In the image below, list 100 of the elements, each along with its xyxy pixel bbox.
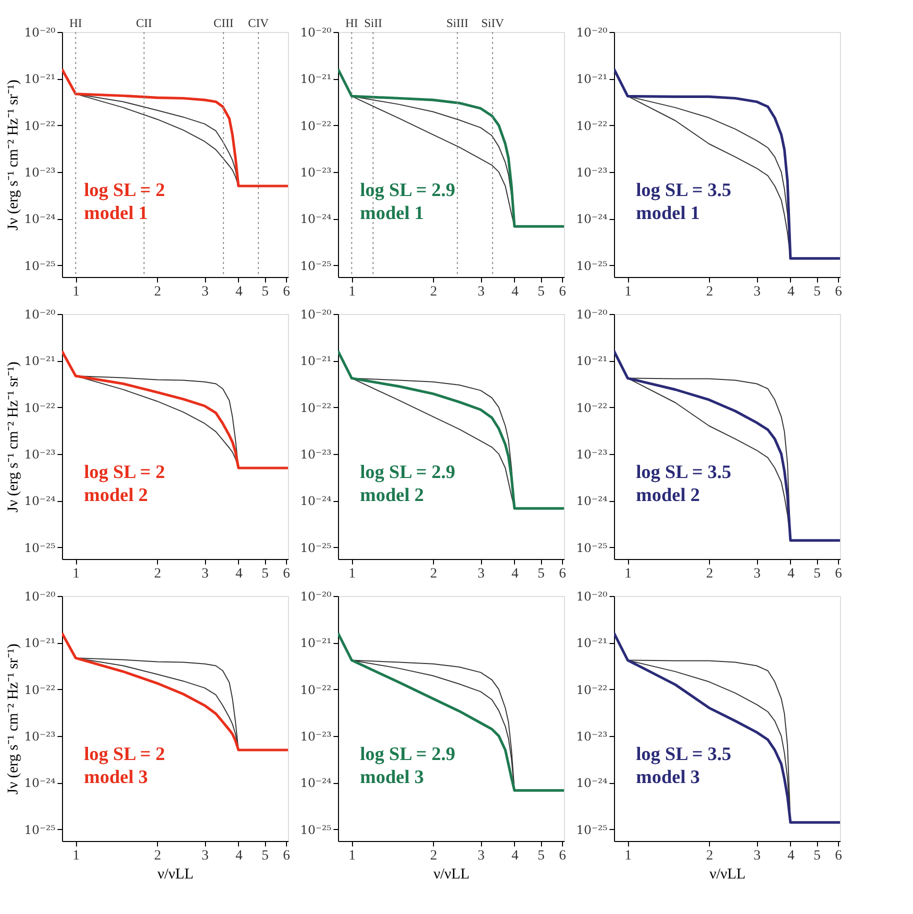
x-tick-label: 2 <box>154 848 162 864</box>
x-tick-label: 5 <box>262 566 269 582</box>
y-tick-label: 10⁻²⁰ <box>300 590 332 604</box>
y-tick-label: 10⁻²² <box>24 682 56 697</box>
y-tick-label: 10⁻²³ <box>576 729 608 744</box>
x-tick-label: 3 <box>202 848 209 864</box>
x-tick-label: 5 <box>538 284 545 300</box>
x-tick-label: 6 <box>835 848 842 864</box>
y-tick-label: 10⁻²⁵ <box>24 258 56 273</box>
annotation: log SL = 3.5 <box>636 180 732 201</box>
x-tick-label: 4 <box>511 284 518 300</box>
annotation: model 1 <box>636 203 700 224</box>
ref-line-label: CIV <box>248 16 270 30</box>
x-tick-label: 5 <box>814 284 821 300</box>
y-tick-label: 10⁻²³ <box>300 729 332 744</box>
x-tick-label: 1 <box>72 284 80 300</box>
y-tick-label: 10⁻²³ <box>24 729 56 744</box>
y-tick-label: 10⁻²⁵ <box>24 822 56 837</box>
y-tick-label: 10⁻²² <box>300 682 332 697</box>
ref-line-label: SiII <box>364 16 382 30</box>
y-tick-label: 10⁻²⁴ <box>576 212 608 226</box>
x-tick-label: 2 <box>430 284 438 300</box>
y-tick-label: 10⁻²² <box>576 400 608 415</box>
y-tick-label: 10⁻²⁵ <box>24 540 56 555</box>
ref-line-label: CIII <box>213 16 234 30</box>
y-tick-label: 10⁻²² <box>24 118 56 133</box>
x-tick-label: 3 <box>754 848 761 864</box>
y-tick-label: 10⁻²⁰ <box>300 26 332 40</box>
x-tick-label: 3 <box>754 566 761 582</box>
x-tick-label: 5 <box>538 566 545 582</box>
y-tick-label: 10⁻²⁵ <box>576 540 608 555</box>
x-tick-label: 3 <box>478 848 485 864</box>
x-tick-label: 4 <box>787 848 794 864</box>
x-tick-label: 5 <box>814 566 821 582</box>
y-tick-label: 10⁻²³ <box>576 165 608 180</box>
x-tick-label: 1 <box>624 284 632 300</box>
annotation: model 2 <box>360 485 424 506</box>
x-tick-label: 5 <box>262 848 269 864</box>
annotation: log SL = 2.9 <box>360 180 456 201</box>
y-tick-label: 10⁻²⁴ <box>24 494 56 508</box>
x-tick-label: 4 <box>511 566 518 582</box>
x-tick-label: 4 <box>235 284 242 300</box>
annotation: log SL = 2.9 <box>360 462 456 483</box>
x-tick-label: 1 <box>624 566 632 582</box>
y-tick-label: 10⁻²⁵ <box>300 540 332 555</box>
y-tick-label: 10⁻²¹ <box>576 354 608 368</box>
y-tick-label: 10⁻²¹ <box>300 636 332 650</box>
x-tick-label: 6 <box>835 566 842 582</box>
annotation: model 1 <box>360 203 424 224</box>
y-tick-label: 10⁻²¹ <box>300 72 332 86</box>
y-tick-label: 10⁻²² <box>576 118 608 133</box>
x-tick-label: 6 <box>283 566 290 582</box>
x-tick-label: 4 <box>235 848 242 864</box>
y-tick-label: 10⁻²³ <box>24 165 56 180</box>
y-tick-label: 10⁻²¹ <box>576 636 608 650</box>
y-tick-label: 10⁻²⁰ <box>300 308 332 322</box>
annotation: model 1 <box>84 203 148 224</box>
ref-line-label: HI <box>345 16 358 30</box>
y-tick-label: 10⁻²⁵ <box>300 822 332 837</box>
annotation: model 3 <box>360 767 424 788</box>
y-axis-title: Jν (erg s⁻¹ cm⁻² Hz⁻¹ sr⁻¹) <box>5 80 22 230</box>
x-tick-label: 6 <box>283 848 290 864</box>
y-tick-label: 10⁻²¹ <box>24 72 56 86</box>
x-tick-label: 1 <box>72 566 80 582</box>
y-tick-label: 10⁻²² <box>300 400 332 415</box>
x-tick-label: 3 <box>478 566 485 582</box>
x-tick-label: 6 <box>559 566 566 582</box>
x-tick-label: 3 <box>478 284 485 300</box>
y-tick-label: 10⁻²⁴ <box>24 776 56 790</box>
x-tick-label: 1 <box>348 848 356 864</box>
y-tick-label: 10⁻²¹ <box>576 72 608 86</box>
y-tick-label: 10⁻²⁴ <box>300 212 332 226</box>
ref-line-label: CII <box>136 16 152 30</box>
ref-line-label: SiIII <box>446 16 468 30</box>
x-tick-label: 4 <box>511 848 518 864</box>
x-tick-label: 4 <box>787 284 794 300</box>
annotation: log SL = 2.9 <box>360 744 456 765</box>
x-tick-label: 2 <box>154 566 162 582</box>
y-tick-label: 10⁻²⁴ <box>576 776 608 790</box>
x-tick-label: 3 <box>754 284 761 300</box>
annotation: model 2 <box>636 485 700 506</box>
x-axis-title: ν/νLL <box>433 866 470 882</box>
x-tick-label: 2 <box>706 566 714 582</box>
y-tick-label: 10⁻²³ <box>300 165 332 180</box>
y-tick-label: 10⁻²¹ <box>300 354 332 368</box>
x-tick-label: 1 <box>348 566 356 582</box>
annotation: log SL = 3.5 <box>636 462 732 483</box>
annotation: model 3 <box>636 767 700 788</box>
x-tick-label: 1 <box>348 284 356 300</box>
ref-line-label: HI <box>69 16 82 30</box>
annotation: model 2 <box>84 485 148 506</box>
y-tick-label: 10⁻²⁰ <box>576 590 608 604</box>
x-tick-label: 2 <box>706 284 714 300</box>
x-tick-label: 1 <box>624 848 632 864</box>
y-tick-label: 10⁻²⁴ <box>576 494 608 508</box>
y-tick-label: 10⁻²⁰ <box>24 590 56 604</box>
y-tick-label: 10⁻²¹ <box>24 354 56 368</box>
y-tick-label: 10⁻²² <box>24 400 56 415</box>
y-axis-title: Jν (erg s⁻¹ cm⁻² Hz⁻¹ sr⁻¹) <box>5 362 22 512</box>
ref-line-label: SiIV <box>481 16 504 30</box>
